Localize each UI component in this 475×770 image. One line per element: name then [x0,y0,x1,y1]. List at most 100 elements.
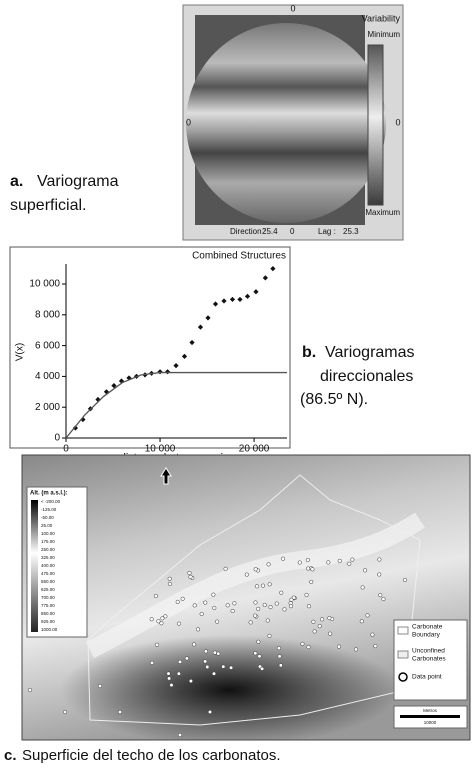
data-point [181,597,185,601]
data-point [289,604,293,608]
data-point [204,650,208,654]
x-tick-label: 10 000 [145,444,176,455]
map [22,455,470,745]
data-point [363,569,367,573]
data-point [378,593,382,597]
data-point [298,561,302,565]
alt-legend-label: 400.00 [41,563,55,568]
legend-label: Carbonate [412,624,443,631]
data-point [118,710,122,714]
data-point [403,578,407,582]
map-low [60,635,400,745]
data-point [360,619,364,623]
data-point [189,575,193,579]
data-point [155,643,159,647]
alt-legend-label: 175.00 [41,539,55,544]
center-label: 0 [290,227,295,236]
caption-letter: b. [302,344,316,361]
data-point [361,586,365,590]
lag: 25.3 [343,227,359,236]
chart-title: Combined Structures [192,251,286,262]
data-point [351,558,355,562]
data-point [63,710,67,714]
alt-legend-label: 700.00 [41,595,55,600]
data-point [168,577,172,581]
data-point [267,563,271,567]
data-point [338,559,342,563]
scale-value: 10000 [424,720,437,725]
caption: Variograma [37,173,119,190]
alt-legend-title: Alt. (m a.s.l.): [30,491,68,497]
variogram-map [186,23,386,223]
data-point [226,604,230,608]
x-tick-label: 20 000 [239,444,270,455]
direction: 25.4 [262,227,278,236]
alt-legend-label: 1000.00 [41,627,58,632]
data-point [275,602,279,606]
data-point [378,558,382,562]
data-point [366,614,370,618]
axis-label: 0 [186,117,191,127]
data-point [229,666,233,670]
y-tick-label: 0 [54,433,60,444]
alt-bar [31,500,38,632]
data-point [213,651,217,655]
data-point [328,632,332,636]
variability-bar [368,45,383,205]
data-point [178,660,182,664]
data-point [306,558,310,562]
data-point [301,642,305,646]
data-point [177,672,181,676]
data-point [231,609,235,613]
data-point [249,621,253,625]
data-point [215,620,219,624]
data-point [157,619,161,623]
alt-legend-label: 850.00 [41,611,55,616]
axis-label: 0 [395,117,400,127]
data-point [176,600,180,604]
data-point [354,648,358,652]
data-point [320,618,324,622]
legend-label: Unconfined [412,648,445,655]
legend-title: Variability [362,13,401,23]
data-point [213,606,217,610]
x-tick-label: 0 [63,444,69,455]
data-point [307,645,311,649]
data-point [28,688,32,692]
data-point [268,634,272,638]
data-point [279,591,283,595]
data-point [212,593,216,597]
data-point [337,645,341,649]
legend-label: Data point [412,674,442,681]
alt-legend-label: 550.00 [41,579,55,584]
data-point [188,571,192,575]
legend-max: Maximum [365,208,400,217]
legend-label: Carbonates [412,656,446,663]
data-point [203,601,207,605]
caption-letter: a. [10,173,23,190]
data-point [216,652,220,656]
legend-swatch [398,651,408,658]
direction-label: Direction : [230,227,266,236]
data-point [279,664,283,668]
data-point [328,616,332,620]
axis-label: 0 [290,3,295,13]
alt-legend-label: 925.00 [41,619,55,624]
scale-bar [400,715,460,718]
data-point [253,614,257,618]
data-point [150,617,154,621]
data-point [196,628,200,632]
data-point [313,630,317,634]
data-point [374,644,378,648]
data-point [170,683,174,687]
data-point [261,584,265,588]
alt-legend-label: 475.00 [41,571,55,576]
data-point [318,624,322,628]
data-point [168,582,172,586]
data-point [307,604,311,608]
alt-legend-label: 325.00 [41,555,55,560]
data-point [203,660,207,664]
data-point [292,596,296,600]
data-point [222,665,226,669]
y-tick-label: 2 000 [35,402,60,413]
